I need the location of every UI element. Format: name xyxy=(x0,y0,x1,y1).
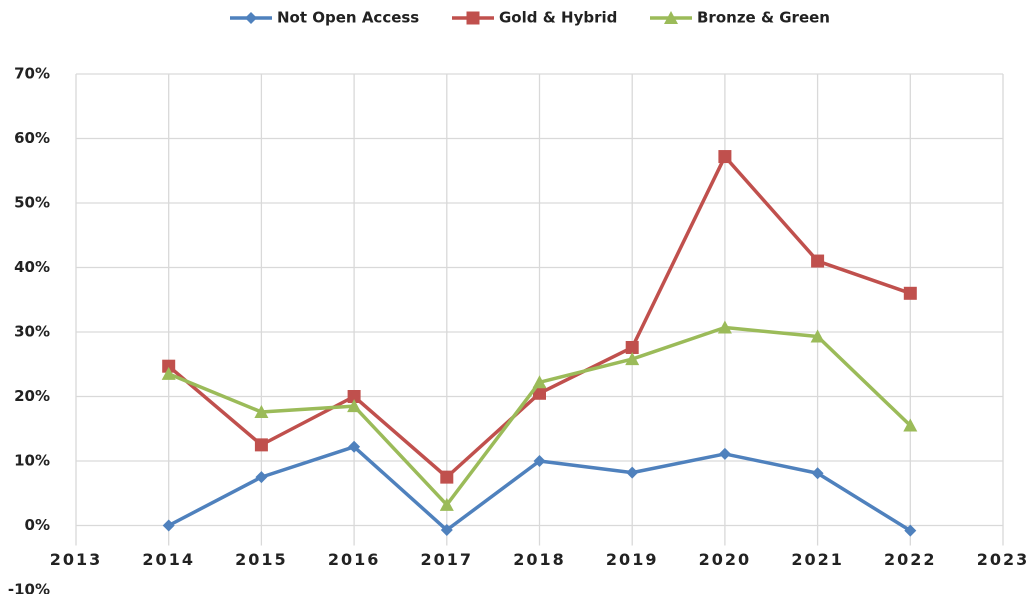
legend-label: Bronze & Green xyxy=(697,9,830,27)
y-tick-label: 70% xyxy=(14,65,50,83)
y-tick-label: 50% xyxy=(14,194,50,212)
data-point xyxy=(718,150,732,164)
data-point xyxy=(533,455,546,467)
data-point xyxy=(161,366,176,380)
data-point xyxy=(532,375,547,389)
x-tick-label: 2016 xyxy=(328,550,381,569)
y-tick-label: 10% xyxy=(14,452,50,470)
data-point xyxy=(811,467,824,480)
x-tick-label: 2018 xyxy=(513,550,566,569)
data-point xyxy=(625,340,639,354)
data-point xyxy=(255,471,268,484)
data-point xyxy=(625,352,640,366)
x-tick-label: 2014 xyxy=(142,550,195,569)
legend-label: Not Open Access xyxy=(277,9,419,27)
legend-label: Gold & Hybrid xyxy=(499,9,617,27)
data-point xyxy=(626,466,639,479)
data-point xyxy=(903,418,918,432)
x-tick-label: 2020 xyxy=(699,550,752,569)
y-tick-label: 30% xyxy=(14,323,50,341)
x-tick-label: 2019 xyxy=(606,550,659,569)
data-point xyxy=(348,440,361,453)
legend-marker xyxy=(664,11,678,24)
x-tick-label: 2021 xyxy=(791,550,844,569)
data-point xyxy=(440,524,453,537)
data-point xyxy=(440,470,454,484)
x-tick-label: 2013 xyxy=(50,550,103,569)
y-tick-label: 0% xyxy=(25,516,50,534)
data-point xyxy=(162,519,175,532)
data-point xyxy=(904,524,917,537)
data-point xyxy=(254,438,268,452)
y-tick-label: -10% xyxy=(8,581,50,594)
data-point xyxy=(347,399,362,413)
y-tick-label: 40% xyxy=(14,258,50,276)
y-tick-label: 60% xyxy=(14,129,50,147)
data-point xyxy=(162,359,176,373)
x-tick-label: 2023 xyxy=(977,550,1030,569)
data-point xyxy=(811,254,825,268)
y-tick-label: 20% xyxy=(14,387,50,405)
x-tick-label: 2017 xyxy=(421,550,474,569)
data-point xyxy=(718,447,731,460)
legend-marker xyxy=(466,11,480,25)
legend-marker xyxy=(245,12,257,24)
data-point xyxy=(903,286,917,300)
x-tick-label: 2015 xyxy=(235,550,288,569)
data-point xyxy=(439,497,454,511)
data-point xyxy=(533,386,546,400)
data-point xyxy=(347,390,361,403)
x-tick-label: 2022 xyxy=(884,550,937,569)
data-point xyxy=(717,320,732,334)
data-point xyxy=(810,329,825,343)
data-point xyxy=(254,404,269,418)
